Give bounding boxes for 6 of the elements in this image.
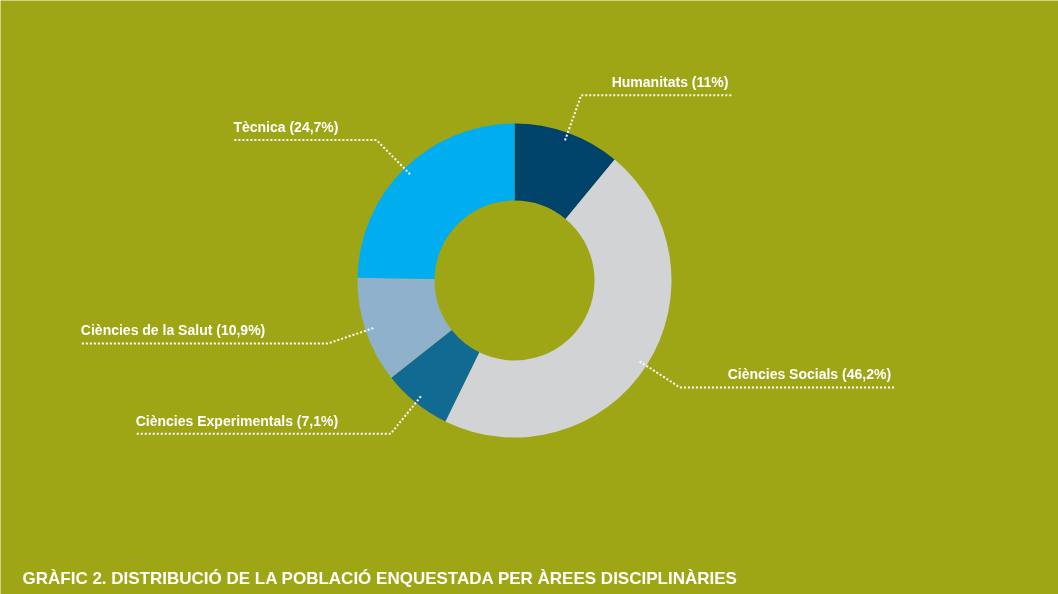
slice-label: Tècnica (24,7%): [233, 119, 339, 135]
slice-label: Ciències de la Salut (10,9%): [80, 322, 266, 339]
slice-label: Ciències Experimentals (7,1%): [135, 412, 339, 429]
slice-label: Humanitats (11%): [611, 74, 729, 91]
text: GRÀFIC 2. DISTRIBUCIÓ DE LA POBLACIÓ ENQUESTADA PER ÀREES DISCIPLINÀRIES: [22, 569, 737, 588]
slice-label: Ciències Socials (46,2%): [727, 366, 892, 383]
